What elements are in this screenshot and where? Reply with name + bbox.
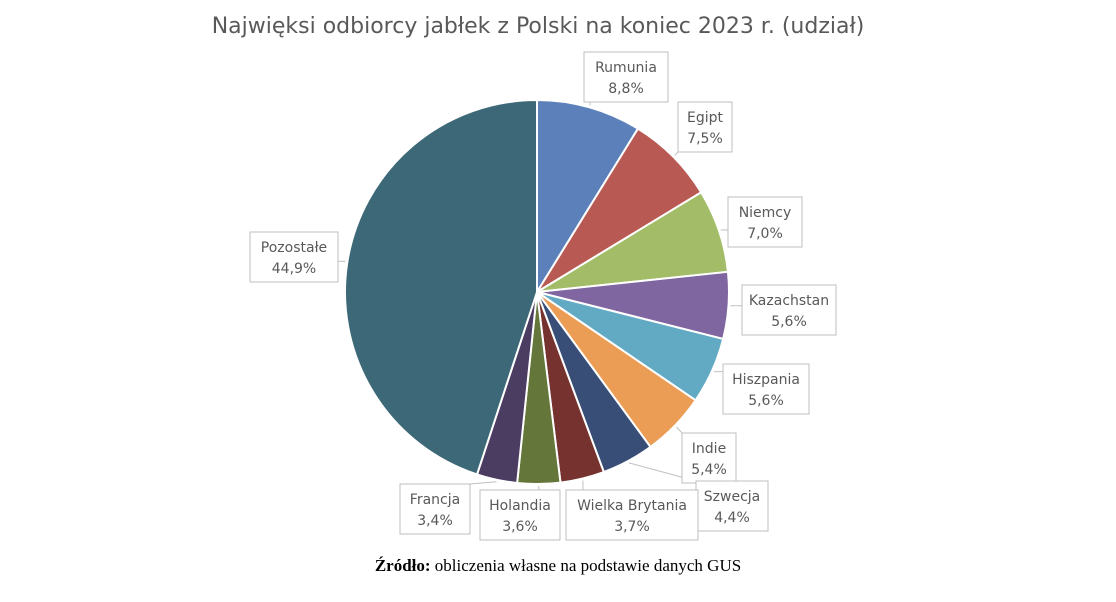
data-label-value: 44,9% (272, 261, 316, 277)
data-label-pozostale: Pozostałe 44,9% (249, 231, 339, 283)
data-labels: Rumunia 8,8% Egipt 7,5% Niemcy 7,0% Kazachstan… (249, 51, 837, 541)
data-label-name: Kazachstan (749, 293, 829, 309)
data-label-name: Szwecja (704, 489, 760, 505)
leader-line-egipt (674, 151, 679, 156)
data-label-box (399, 483, 471, 535)
source-text: obliczenia własne na podstawie danych GU… (430, 556, 742, 575)
data-label-name: Holandia (489, 498, 551, 514)
data-label-value: 8,8% (608, 81, 644, 97)
data-label-kazachstan: Kazachstan 5,6% (741, 284, 837, 336)
data-label-box (479, 489, 561, 541)
data-label-value: 4,4% (714, 510, 750, 526)
source-label: Źródło: (374, 556, 431, 575)
data-label-value: 5,6% (771, 314, 807, 330)
data-label-name: Niemcy (739, 205, 792, 221)
source-note: Źródło: obliczenia własne na podstawie d… (0, 556, 1116, 576)
data-label-name: Egipt (687, 110, 724, 126)
pie-chart: Rumunia 8,8% Egipt 7,5% Niemcy 7,0% Kazachstan… (249, 51, 837, 541)
data-label-rumunia: Rumunia 8,8% (583, 51, 669, 103)
data-label-wielka-brytania: Wielka Brytania 3,7% (565, 489, 699, 541)
data-label-name: Pozostałe (261, 240, 327, 256)
data-label-value: 7,5% (687, 131, 723, 147)
data-label-indie: Indie 5,4% (681, 432, 737, 484)
data-label-name: Rumunia (595, 60, 657, 76)
data-label-value: 5,6% (748, 393, 784, 409)
data-label-box (565, 489, 699, 541)
data-label-box (722, 363, 810, 415)
pie-slice-pozostale (344, 98, 538, 476)
data-label-francja: Francja 3,4% (399, 483, 471, 535)
data-label-box (727, 196, 803, 248)
data-label-value: 3,6% (502, 519, 538, 535)
data-label-name: Francja (410, 492, 460, 508)
data-label-egipt: Egipt 7,5% (677, 101, 733, 153)
data-label-name: Indie (692, 441, 726, 457)
data-label-szwecja: Szwecja 4,4% (695, 480, 769, 532)
data-label-box (695, 480, 769, 532)
pie-slice-rumunia (536, 98, 640, 296)
data-label-value: 5,4% (691, 462, 727, 478)
data-label-box (677, 101, 733, 153)
chart-title: Najwięksi odbiorcy jabłek z Polski na ko… (211, 14, 865, 39)
pie-slices (344, 98, 730, 485)
data-label-hiszpania: Hiszpania 5,6% (722, 363, 810, 415)
data-label-box (249, 231, 339, 283)
data-label-name: Hiszpania (732, 372, 800, 388)
data-label-niemcy: Niemcy 7,0% (727, 196, 803, 248)
data-label-name: Wielka Brytania (577, 498, 687, 514)
data-label-holandia: Holandia 3,6% (479, 489, 561, 541)
data-label-value: 3,7% (614, 519, 650, 535)
leader-line-francja (469, 481, 497, 485)
data-label-box (583, 51, 669, 103)
data-label-value: 7,0% (747, 226, 783, 242)
data-label-box (681, 432, 737, 484)
leader-line-indie (676, 426, 683, 434)
data-label-value: 3,4% (417, 513, 453, 529)
data-label-box (741, 284, 837, 336)
